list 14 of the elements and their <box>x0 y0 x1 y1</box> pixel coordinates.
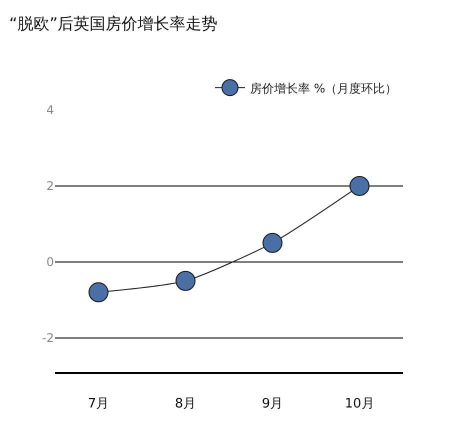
y-tick-label: 2 <box>46 179 54 194</box>
point <box>88 282 108 302</box>
point <box>176 270 196 291</box>
point <box>350 176 370 196</box>
y-tick-label: 4 <box>46 103 54 118</box>
y-tick-label: 0 <box>46 255 54 270</box>
x-tick-label: 10月 <box>344 396 374 412</box>
x-tick-label: 7月 <box>88 396 110 412</box>
chart-title: “脱欧”后英国房价增长率走势 <box>9 14 218 34</box>
y-tick-label: -2 <box>42 331 54 346</box>
x-tick-label: 8月 <box>174 396 196 412</box>
x-tick-label: 9月 <box>262 396 284 412</box>
point <box>262 232 282 253</box>
legend-label: 房价增长率 %（月度环比） <box>250 81 398 96</box>
